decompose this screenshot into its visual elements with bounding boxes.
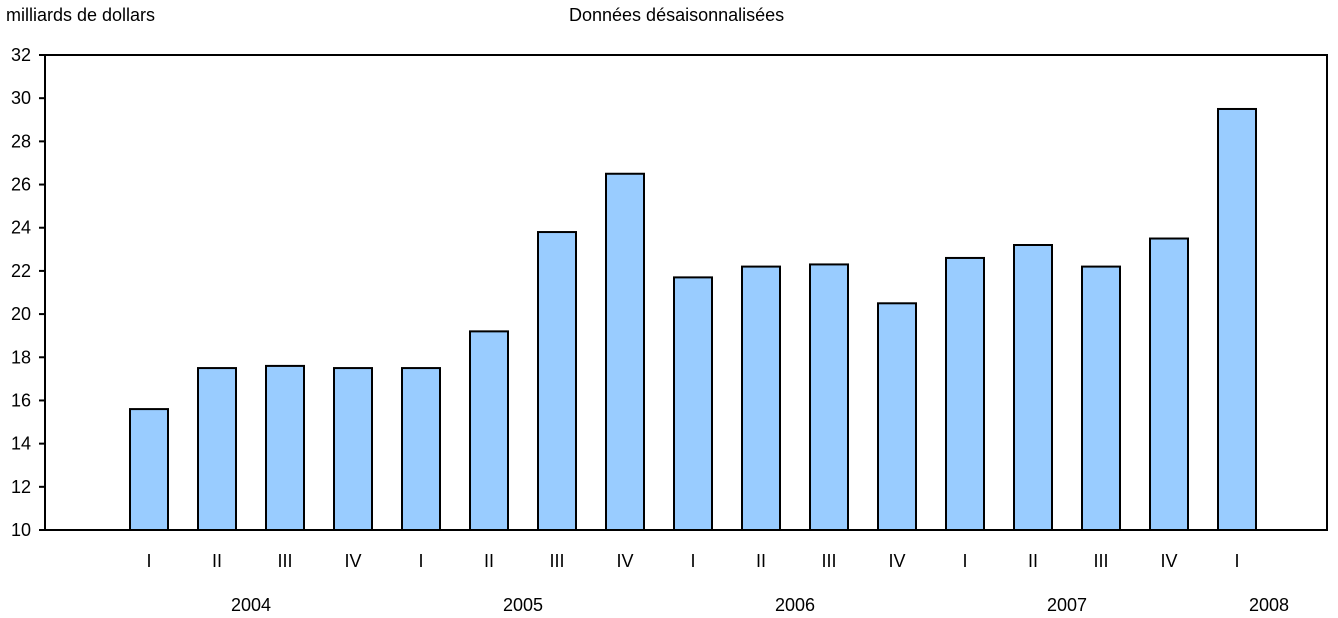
x-tick-label: I: [418, 551, 423, 571]
bar: [537, 231, 577, 532]
y-tick-label: 16: [11, 390, 31, 410]
year-label: 2008: [1249, 595, 1289, 615]
y-tick-label: 18: [11, 347, 31, 367]
x-tick-label: I: [962, 551, 967, 571]
bar: [1149, 237, 1189, 531]
bar: [1013, 244, 1053, 531]
x-tick-label: I: [146, 551, 151, 571]
bar: [877, 302, 917, 531]
year-label: 2004: [231, 595, 271, 615]
x-axis-year-labels: 2004 2005 2006 2007 2008: [231, 595, 1289, 615]
bar: [673, 276, 713, 531]
y-axis-ticks: 10 12 14 16 18 20 22 24 26 28 30 32: [11, 45, 45, 540]
year-label: 2006: [775, 595, 815, 615]
year-label: 2007: [1047, 595, 1087, 615]
x-tick-label: III: [277, 551, 292, 571]
bar: [129, 408, 169, 531]
chart-subtitle: Données désaisonnalisées: [569, 5, 784, 25]
x-tick-label: II: [484, 551, 494, 571]
x-tick-label: IV: [1160, 551, 1177, 571]
bar: [401, 367, 441, 531]
x-tick-label: IV: [616, 551, 633, 571]
y-tick-label: 14: [11, 434, 31, 454]
bar: [809, 263, 849, 531]
x-tick-label: III: [821, 551, 836, 571]
year-label: 2005: [503, 595, 543, 615]
y-tick-label: 32: [11, 45, 31, 65]
y-tick-label: 28: [11, 131, 31, 151]
x-tick-label: III: [1093, 551, 1108, 571]
y-tick-label: 12: [11, 477, 31, 497]
bar: [333, 367, 373, 531]
y-tick-label: 24: [11, 218, 31, 238]
x-tick-label: I: [690, 551, 695, 571]
x-tick-label: IV: [888, 551, 905, 571]
x-tick-label: II: [1028, 551, 1038, 571]
bar: [945, 256, 985, 531]
bar: [265, 364, 305, 531]
plot-area-frame: [44, 54, 1328, 531]
bar: [197, 367, 237, 531]
bar: [1217, 107, 1257, 532]
bar: [1081, 265, 1121, 531]
y-tick-label: 22: [11, 261, 31, 281]
x-tick-label: III: [549, 551, 564, 571]
x-tick-label: IV: [344, 551, 361, 571]
bars-group: [129, 107, 1257, 532]
y-axis-label: milliards de dollars: [6, 5, 155, 25]
x-axis-quarter-labels: I II III IV I II III IV I II III IV I II III IV I: [146, 551, 1239, 571]
x-tick-label: II: [212, 551, 222, 571]
y-tick-label: 20: [11, 304, 31, 324]
bar: [741, 265, 781, 531]
bar: [605, 172, 645, 531]
x-tick-label: II: [756, 551, 766, 571]
y-tick-label: 30: [11, 88, 31, 108]
bar: [469, 330, 509, 532]
y-tick-label: 26: [11, 175, 31, 195]
x-tick-label: I: [1234, 551, 1239, 571]
y-tick-label: 10: [11, 520, 31, 540]
